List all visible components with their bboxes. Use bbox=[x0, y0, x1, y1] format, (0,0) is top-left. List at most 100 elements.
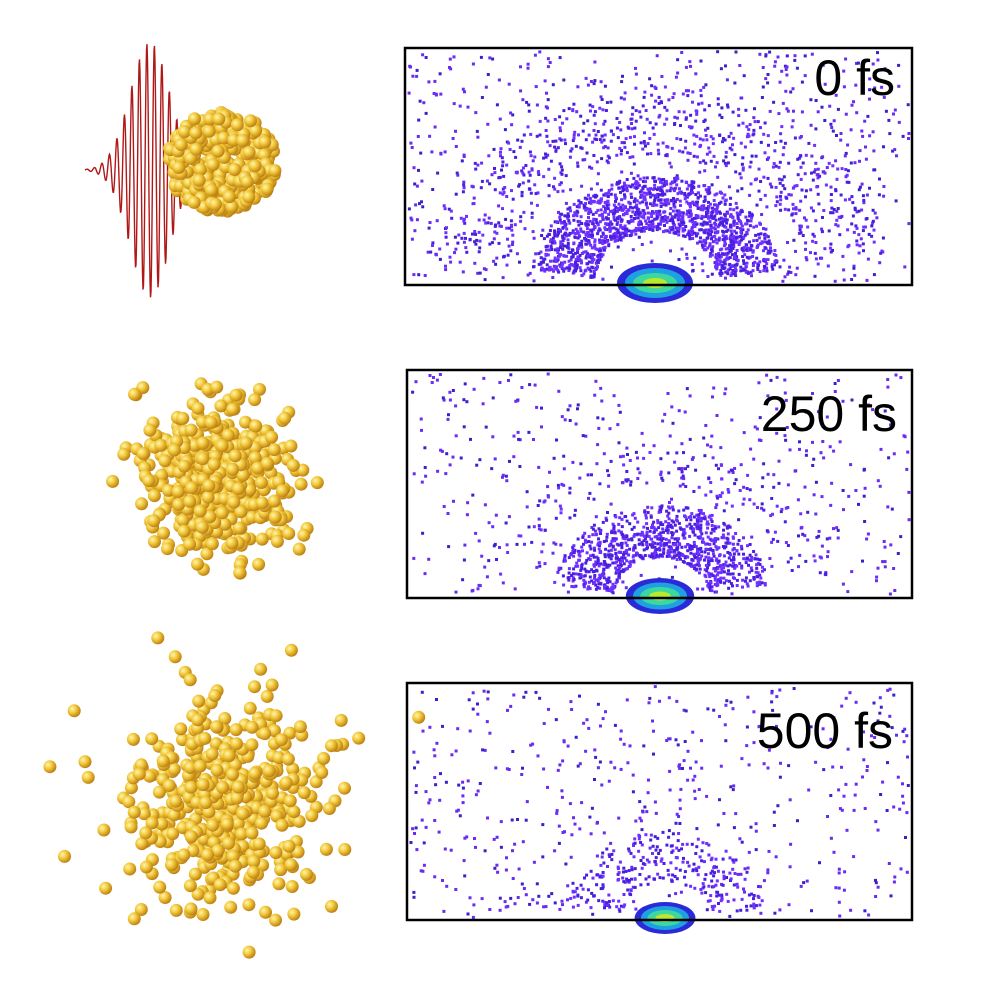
ring-pixel bbox=[537, 262, 541, 266]
ring-pixel bbox=[596, 223, 600, 227]
ring-pixel bbox=[753, 557, 757, 561]
noise-pixel bbox=[480, 161, 484, 165]
ring-pixel bbox=[632, 534, 636, 538]
ring-pixel bbox=[575, 263, 579, 267]
ring-pixel bbox=[571, 229, 575, 233]
ring-pixel bbox=[727, 556, 731, 560]
noise-pixel bbox=[444, 264, 447, 268]
noise-pixel bbox=[783, 64, 787, 68]
noise-pixel bbox=[701, 587, 705, 591]
ring-pixel bbox=[710, 249, 714, 253]
ring-pixel bbox=[695, 204, 699, 208]
ring-pixel bbox=[655, 188, 659, 192]
noise-pixel bbox=[668, 788, 672, 792]
noise-pixel bbox=[700, 849, 704, 853]
noise-pixel bbox=[723, 723, 727, 727]
ring-pixel bbox=[610, 531, 614, 535]
ring-pixel bbox=[664, 179, 668, 183]
noise-pixel bbox=[421, 53, 425, 57]
ring-pixel bbox=[654, 180, 657, 183]
ring-pixel bbox=[732, 219, 736, 223]
ring-pixel bbox=[726, 564, 730, 568]
noise-pixel bbox=[795, 66, 799, 70]
noise-pixel bbox=[601, 717, 605, 721]
ring-pixel bbox=[710, 520, 714, 524]
noise-pixel bbox=[829, 503, 833, 507]
noise-pixel bbox=[484, 425, 488, 429]
ring-pixel bbox=[605, 578, 609, 582]
noise-pixel bbox=[454, 749, 458, 753]
ring-pixel bbox=[619, 542, 623, 545]
noise-pixel bbox=[574, 144, 578, 148]
ring-pixel bbox=[646, 546, 649, 550]
noise-pixel bbox=[854, 782, 858, 786]
ring-pixel bbox=[605, 901, 609, 905]
noise-pixel bbox=[873, 86, 877, 90]
noise-pixel bbox=[887, 862, 891, 865]
ring-pixel bbox=[637, 542, 641, 546]
noise-pixel bbox=[872, 743, 876, 747]
ring-pixel bbox=[583, 538, 587, 542]
noise-pixel bbox=[742, 887, 745, 891]
noise-pixel bbox=[788, 265, 792, 269]
ring-pixel bbox=[746, 228, 750, 232]
noise-pixel bbox=[698, 170, 702, 174]
ring-pixel bbox=[720, 893, 724, 897]
ring-pixel bbox=[709, 159, 713, 163]
ring-pixel bbox=[699, 518, 703, 522]
noise-pixel bbox=[569, 188, 573, 192]
ring-pixel bbox=[520, 194, 524, 198]
ring-pixel bbox=[601, 218, 605, 222]
ring-pixel bbox=[431, 244, 434, 247]
ring-pixel bbox=[477, 230, 481, 234]
noise-pixel bbox=[595, 854, 599, 858]
noise-pixel bbox=[576, 161, 580, 165]
ring-pixel bbox=[578, 220, 582, 224]
ring-pixel bbox=[696, 522, 700, 526]
ring-pixel bbox=[737, 539, 741, 542]
noise-pixel bbox=[474, 242, 478, 246]
noise-pixel bbox=[601, 417, 605, 421]
noise-pixel bbox=[629, 171, 633, 175]
noise-pixel bbox=[702, 436, 706, 440]
ring-pixel bbox=[642, 176, 646, 180]
ring-pixel bbox=[748, 570, 751, 574]
ring-pixel bbox=[671, 873, 675, 877]
noise-pixel bbox=[476, 712, 480, 716]
ring-pixel bbox=[685, 518, 689, 522]
ring-pixel bbox=[714, 223, 718, 227]
ring-pixel bbox=[599, 562, 603, 566]
ring-pixel bbox=[657, 198, 661, 202]
noise-pixel bbox=[748, 123, 752, 127]
ring-pixel bbox=[620, 525, 624, 529]
ring-pixel bbox=[696, 551, 700, 555]
noise-pixel bbox=[750, 274, 753, 278]
noise-pixel bbox=[630, 865, 634, 869]
ring-pixel bbox=[625, 234, 629, 237]
ring-pixel bbox=[603, 240, 607, 243]
ring-pixel bbox=[655, 553, 659, 557]
noise-pixel bbox=[746, 866, 750, 870]
ring-pixel bbox=[500, 156, 504, 160]
ring-pixel bbox=[529, 132, 533, 136]
noise-pixel bbox=[703, 169, 707, 173]
noise-pixel bbox=[593, 79, 597, 83]
noise-pixel bbox=[759, 439, 763, 442]
ring-pixel bbox=[654, 848, 658, 852]
ring-pixel bbox=[658, 113, 662, 117]
noise-pixel bbox=[678, 807, 682, 811]
ring-pixel bbox=[582, 203, 586, 207]
ring-pixel bbox=[553, 118, 557, 121]
noise-pixel bbox=[832, 716, 836, 720]
noise-pixel bbox=[723, 217, 727, 221]
ring-pixel bbox=[624, 869, 628, 873]
noise-pixel bbox=[795, 266, 799, 270]
noise-pixel bbox=[881, 780, 885, 784]
noise-pixel bbox=[754, 848, 758, 852]
noise-pixel bbox=[556, 570, 560, 574]
noise-pixel bbox=[451, 389, 455, 392]
ring-pixel bbox=[649, 515, 653, 519]
ring-pixel bbox=[660, 181, 664, 185]
ring-pixel bbox=[735, 258, 738, 262]
ring-pixel bbox=[692, 515, 696, 519]
